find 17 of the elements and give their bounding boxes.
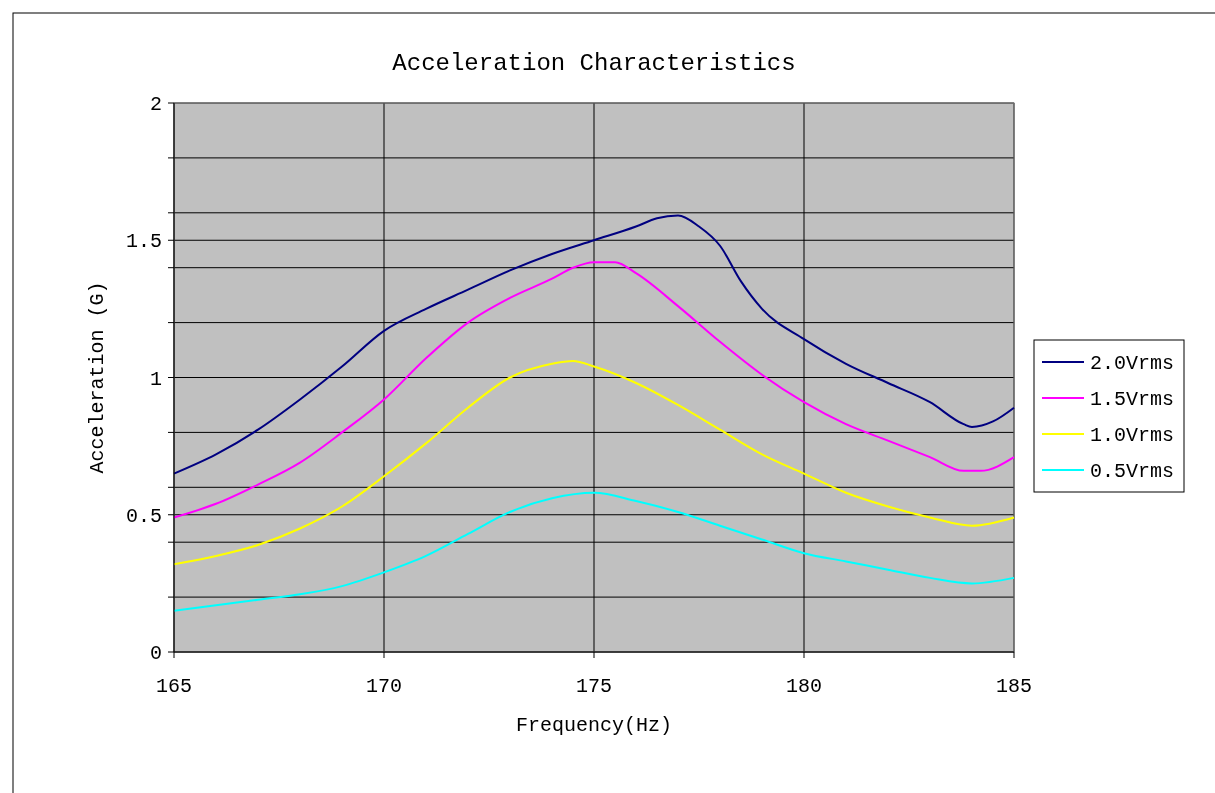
legend-label: 2.0Vrms	[1090, 352, 1175, 375]
x-tick-label: 175	[575, 675, 613, 698]
y-tick-label: 0	[149, 642, 162, 665]
x-tick-label: 165	[155, 675, 193, 698]
y-tick-label: 2	[149, 93, 162, 116]
legend-label: 0.5Vrms	[1090, 460, 1175, 483]
x-tick-label: 170	[365, 675, 403, 698]
y-axis-title: Acceleration (G)	[86, 281, 109, 474]
legend-label: 1.0Vrms	[1090, 424, 1175, 447]
legend-label: 1.5Vrms	[1090, 388, 1175, 411]
chart-title: Acceleration Characteristics	[392, 50, 796, 77]
y-tick-label: 1	[149, 367, 162, 391]
y-tick-label: 1.5	[125, 230, 162, 254]
x-axis-title: Frequency(Hz)	[515, 714, 673, 737]
y-tick-label: 0.5	[125, 504, 162, 528]
x-tick-label: 185	[995, 675, 1033, 698]
x-tick-label: 180	[785, 675, 823, 698]
